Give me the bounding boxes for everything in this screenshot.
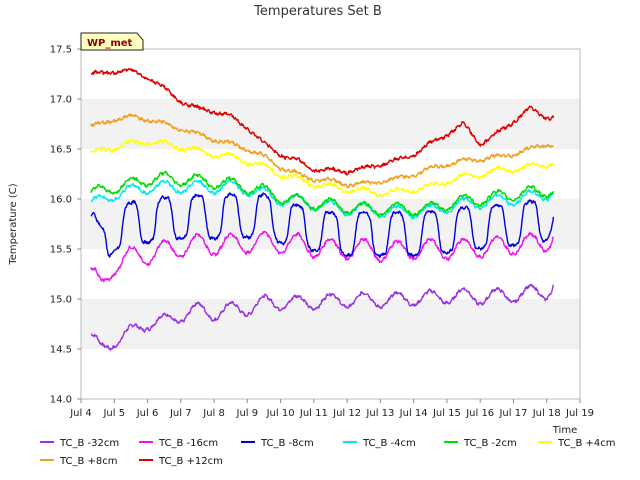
x-tick-label: Jul 19 bbox=[565, 408, 594, 419]
grid-band bbox=[81, 349, 580, 399]
x-tick-label: Jul 15 bbox=[432, 408, 461, 419]
y-tick-label: 15.5 bbox=[50, 245, 72, 256]
y-axis-title: Temperature (C) bbox=[8, 183, 19, 265]
x-tick-label: Jul 16 bbox=[465, 408, 494, 419]
y-tick-label: 16.0 bbox=[50, 195, 72, 206]
x-tick-label: Jul 13 bbox=[365, 408, 394, 419]
series-line-tc-b-2cm bbox=[90, 170, 555, 218]
x-tick-label: Jul 7 bbox=[169, 408, 192, 419]
legend-label: TC_B -32cm bbox=[59, 438, 119, 449]
x-tick-label: Jul 9 bbox=[236, 408, 259, 419]
x-tick-label: Jul 6 bbox=[136, 408, 159, 419]
y-tick-label: 16.5 bbox=[50, 145, 72, 156]
grid-band bbox=[81, 299, 580, 349]
legend-label: TC_B -2cm bbox=[463, 438, 517, 449]
y-tick-label: 17.5 bbox=[50, 45, 72, 56]
x-tick-label: Jul 8 bbox=[202, 408, 225, 419]
series-layer bbox=[90, 68, 555, 351]
series-line-tc-b-12cm bbox=[90, 68, 555, 176]
series-line-tc-b-4cm bbox=[90, 138, 554, 198]
x-tick-label: Jul 17 bbox=[498, 408, 527, 419]
plot-frame bbox=[80, 48, 581, 400]
legend-label: TC_B +8cm bbox=[59, 456, 118, 467]
badge-label: WP_met bbox=[87, 38, 133, 49]
x-axis-ticks: Jul 4 Jul 5 Jul 6 Jul 7 Jul 8 Jul 9 Jul 10 Jul … bbox=[69, 399, 594, 419]
x-tick-label: Jul 11 bbox=[299, 408, 328, 419]
grid-band bbox=[81, 249, 580, 299]
plot-background bbox=[81, 49, 580, 399]
x-tick-label: Jul 5 bbox=[102, 408, 125, 419]
legend-label: TC_B -8cm bbox=[260, 438, 314, 449]
legend-label: TC_B +12cm bbox=[158, 456, 223, 467]
x-tick-label: Jul 14 bbox=[399, 408, 428, 419]
wp-met-badge: WP_met bbox=[80, 32, 144, 51]
series-line-tc-b-8cm bbox=[90, 192, 555, 259]
series-line-tc-b-8cm bbox=[90, 113, 554, 189]
y-axis-ticks: 14.0 14.5 15.0 15.5 16.0 16.5 17.0 17.5 bbox=[50, 45, 81, 406]
x-axis-title: Time bbox=[552, 425, 577, 436]
grid-band bbox=[81, 99, 580, 149]
badge-shape bbox=[80, 32, 144, 51]
chart-title: Temperatures Set B bbox=[253, 4, 382, 19]
x-tick-label: Jul 10 bbox=[266, 408, 295, 419]
x-tick-label: Jul 12 bbox=[332, 408, 361, 419]
grid-band bbox=[81, 49, 580, 99]
y-tick-label: 14.5 bbox=[50, 345, 72, 356]
x-tick-label: Jul 18 bbox=[532, 408, 561, 419]
legend: TC_B -32cm TC_B -16cm TC_B -8cm TC_B -4cm TC… bbox=[40, 438, 616, 467]
y-tick-label: 14.0 bbox=[50, 395, 72, 406]
legend-label: TC_B +4cm bbox=[557, 438, 616, 449]
series-line-tc-b-16cm bbox=[90, 230, 554, 283]
x-tick-label: Jul 4 bbox=[69, 408, 92, 419]
y-tick-label: 17.0 bbox=[50, 95, 72, 106]
legend-label: TC_B -16cm bbox=[158, 438, 218, 449]
legend-label: TC_B -4cm bbox=[362, 438, 416, 449]
y-tick-label: 15.0 bbox=[50, 295, 72, 306]
series-line-tc-b-32cm bbox=[90, 283, 555, 351]
